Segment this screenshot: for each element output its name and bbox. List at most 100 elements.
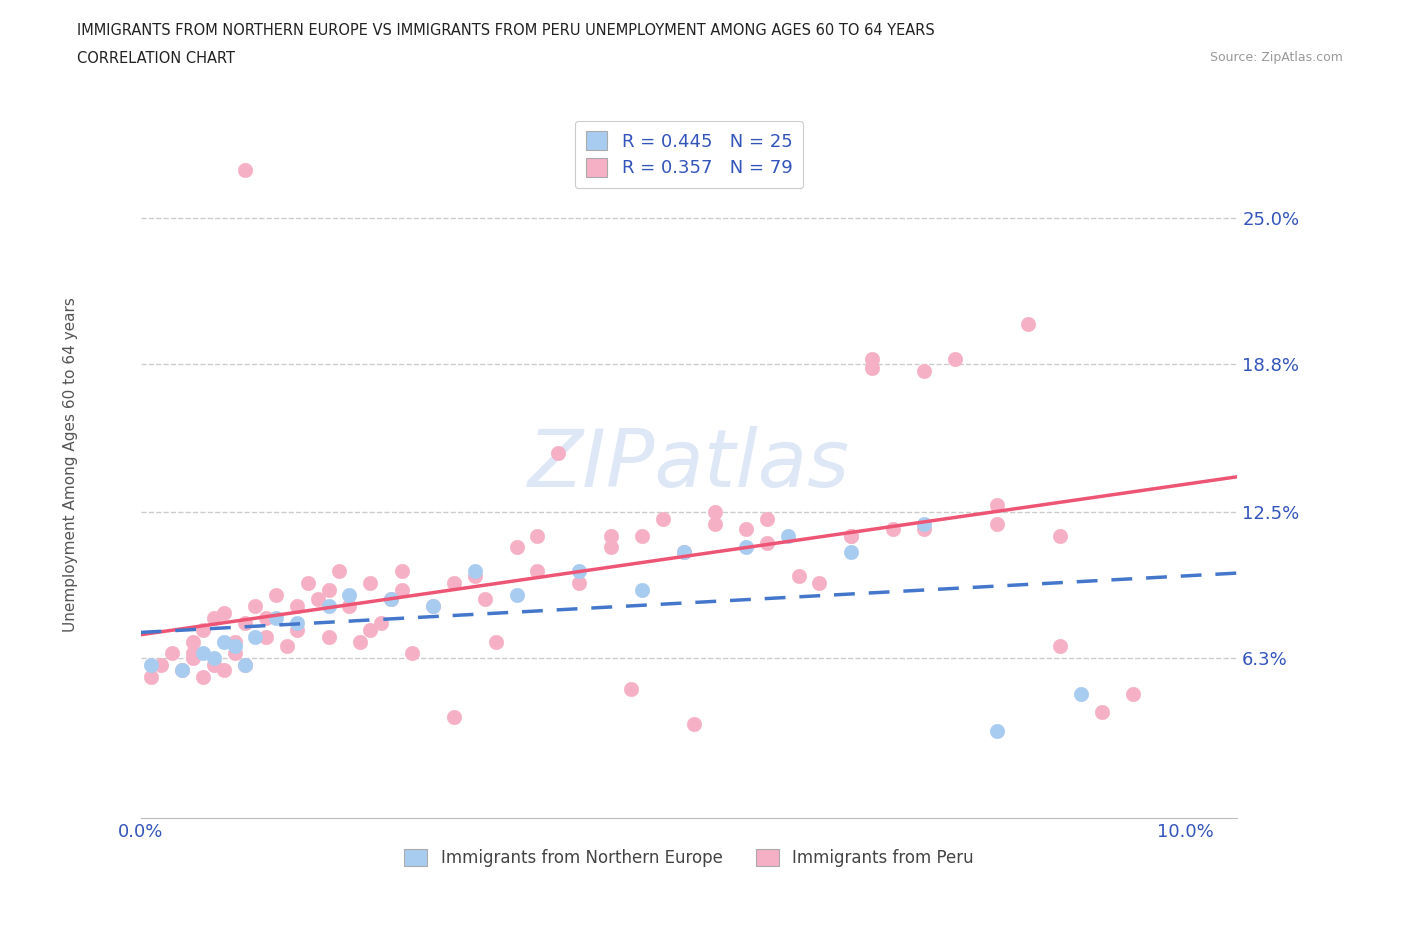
Point (704, 516, 727, 531)
Point (735, 540, 758, 555)
Point (297, 576, 319, 591)
Point (1017, 316, 1039, 331)
Point (651, 512, 673, 526)
Text: CORRELATION CHART: CORRELATION CHART (77, 51, 235, 66)
Point (443, 576, 465, 591)
Point (464, 564, 486, 578)
Point (631, 582, 654, 597)
Point (339, 587, 361, 602)
Point (620, 682, 643, 697)
Point (193, 646, 215, 661)
Point (391, 564, 413, 578)
Point (339, 599, 361, 614)
Point (233, 616, 256, 631)
Point (1122, 686, 1144, 701)
Point (318, 582, 340, 597)
Point (860, 352, 883, 366)
Point (735, 521, 758, 536)
Point (599, 528, 621, 543)
Point (860, 361, 883, 376)
Point (943, 352, 966, 366)
Point (526, 564, 548, 578)
Point (422, 599, 444, 614)
Point (986, 724, 1008, 738)
Point (266, 611, 288, 626)
Point (526, 528, 548, 543)
Point (839, 545, 862, 560)
Point (202, 658, 225, 672)
Text: ZIPatlas: ZIPatlas (527, 426, 851, 504)
Point (485, 634, 508, 649)
Point (380, 591, 402, 606)
Point (172, 662, 194, 677)
Point (672, 545, 695, 560)
Point (245, 630, 267, 644)
Point (245, 599, 267, 614)
Point (704, 505, 727, 520)
Point (139, 658, 162, 672)
Point (285, 622, 308, 637)
Point (160, 646, 183, 661)
Point (359, 622, 381, 637)
Point (266, 587, 288, 602)
Point (778, 528, 800, 543)
Point (181, 651, 204, 666)
Point (422, 599, 444, 614)
Point (912, 516, 935, 531)
Point (328, 564, 350, 578)
Point (193, 670, 215, 684)
Point (568, 564, 591, 578)
Legend: Immigrants from Northern Europe, Immigrants from Peru: Immigrants from Northern Europe, Immigra… (396, 843, 981, 873)
Point (233, 658, 256, 672)
Point (1070, 686, 1092, 701)
Point (349, 634, 371, 649)
Point (787, 568, 810, 583)
Point (1090, 705, 1112, 720)
Point (318, 599, 340, 614)
Point (672, 545, 695, 560)
Point (756, 536, 779, 551)
Point (224, 646, 246, 661)
Point (193, 622, 215, 637)
Point (474, 591, 496, 606)
Point (882, 521, 904, 536)
Point (986, 516, 1008, 531)
Point (318, 630, 340, 644)
Point (224, 639, 246, 654)
Point (212, 606, 235, 621)
Point (443, 710, 465, 724)
Point (1049, 528, 1071, 543)
Point (233, 163, 256, 178)
Point (212, 662, 235, 677)
Point (285, 616, 308, 631)
Point (150, 658, 173, 672)
Point (139, 670, 162, 684)
Point (505, 587, 527, 602)
Point (464, 568, 486, 583)
Point (808, 576, 831, 591)
Point (181, 634, 204, 649)
Point (391, 582, 413, 597)
Point (202, 611, 225, 626)
Point (986, 498, 1008, 512)
Point (254, 630, 277, 644)
Text: Source: ZipAtlas.com: Source: ZipAtlas.com (1209, 51, 1343, 64)
Point (359, 576, 381, 591)
Point (631, 528, 654, 543)
Point (401, 646, 423, 661)
Point (547, 445, 569, 460)
Point (568, 576, 591, 591)
Point (233, 658, 256, 672)
Point (224, 634, 246, 649)
Point (307, 591, 329, 606)
Point (202, 651, 225, 666)
Y-axis label: Unemployment Among Ages 60 to 64 years: Unemployment Among Ages 60 to 64 years (63, 298, 79, 632)
Point (181, 646, 204, 661)
Point (839, 528, 862, 543)
Point (505, 540, 527, 555)
Point (380, 591, 402, 606)
Point (912, 521, 935, 536)
Point (254, 611, 277, 626)
Point (683, 717, 706, 732)
Point (599, 540, 621, 555)
